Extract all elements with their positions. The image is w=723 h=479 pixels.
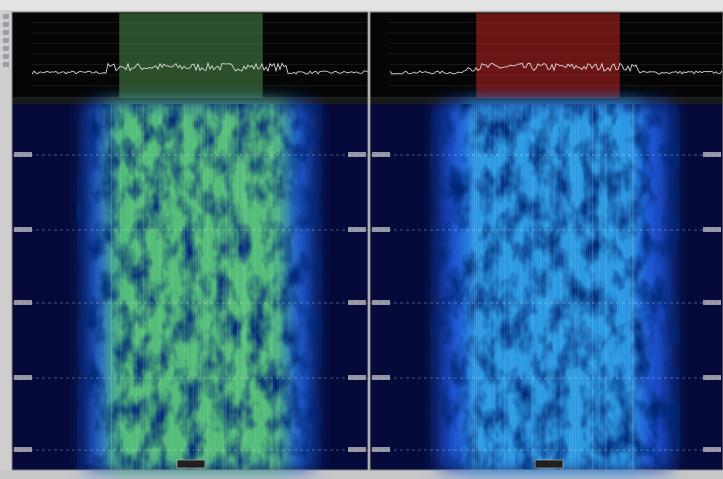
tool-icon[interactable] <box>3 46 9 51</box>
tool-icon[interactable] <box>3 30 9 35</box>
panels <box>12 12 723 470</box>
time-tag <box>14 447 32 452</box>
time-tag <box>372 447 390 452</box>
freq-axis <box>370 98 723 104</box>
time-tag <box>372 300 390 305</box>
center-tag <box>535 460 563 468</box>
time-tag <box>372 227 390 232</box>
title-bar <box>0 0 723 10</box>
time-tag <box>348 227 366 232</box>
time-tag <box>348 447 366 452</box>
panel <box>12 12 368 470</box>
tool-icon[interactable] <box>3 14 9 19</box>
tool-icon[interactable] <box>3 54 9 59</box>
time-tag <box>703 300 721 305</box>
tool-icon[interactable] <box>3 62 9 67</box>
passband <box>120 14 262 98</box>
panel <box>370 12 723 470</box>
tool-icon[interactable] <box>3 38 9 43</box>
center-tag <box>177 460 205 468</box>
waterfall-texture <box>77 104 322 470</box>
time-tag <box>348 375 366 380</box>
time-tag <box>348 152 366 157</box>
tool-icon[interactable] <box>3 22 9 27</box>
time-tag <box>14 375 32 380</box>
time-tag <box>703 375 721 380</box>
time-tag <box>372 152 390 157</box>
time-tag <box>14 227 32 232</box>
time-tag <box>348 300 366 305</box>
time-tag <box>14 152 32 157</box>
freq-axis <box>12 98 368 104</box>
time-tag <box>372 375 390 380</box>
sdr-window <box>0 0 723 479</box>
time-tag <box>703 227 721 232</box>
time-tag <box>703 152 721 157</box>
time-tag <box>703 447 721 452</box>
toolbar <box>0 10 12 470</box>
waterfall-texture <box>430 104 680 470</box>
body: (() => { const data = JSON.parse(documen… <box>0 0 723 479</box>
status-bar <box>0 470 723 479</box>
passband <box>477 14 619 98</box>
time-tag <box>14 300 32 305</box>
page: {"panels": [ {"highlight_color": "#4a8a4… <box>0 0 723 479</box>
